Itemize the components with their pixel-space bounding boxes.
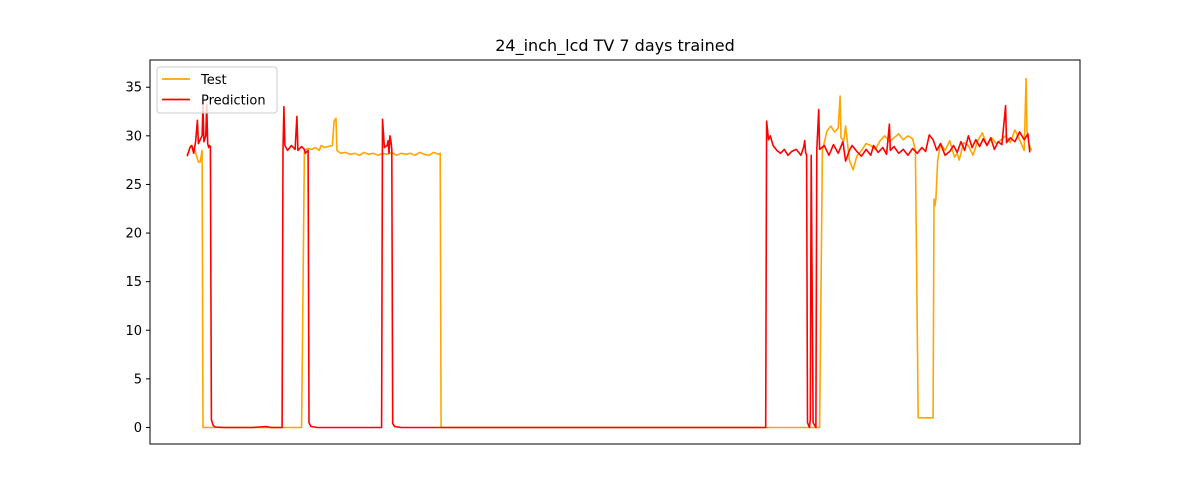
legend: Test Prediction: [156, 66, 278, 114]
y-axis: 0 5 10 15 20 25 30 35: [125, 81, 150, 436]
legend-entries: Test Prediction: [162, 73, 266, 109]
plot-area: [149, 59, 1081, 445]
legend-label-test: Test: [200, 73, 227, 88]
series-layer: [186, 77, 1033, 429]
y-tick-label: 5: [134, 372, 142, 387]
y-tick-label: 25: [125, 178, 142, 193]
y-tick-label: 30: [125, 129, 142, 144]
y-tick-label: 35: [125, 81, 142, 96]
plot-frame: [149, 59, 1081, 445]
y-tick-label: 20: [125, 227, 142, 242]
y-tick-label: 10: [125, 324, 142, 339]
legend-label-prediction: Prediction: [201, 94, 266, 109]
y-tick-label: 0: [134, 421, 142, 436]
series-line-test: [186, 77, 1033, 429]
chart-title: 24_inch_lcd TV 7 days trained: [495, 36, 735, 56]
y-tick-label: 15: [125, 275, 142, 290]
series-line-prediction: [186, 103, 1031, 429]
